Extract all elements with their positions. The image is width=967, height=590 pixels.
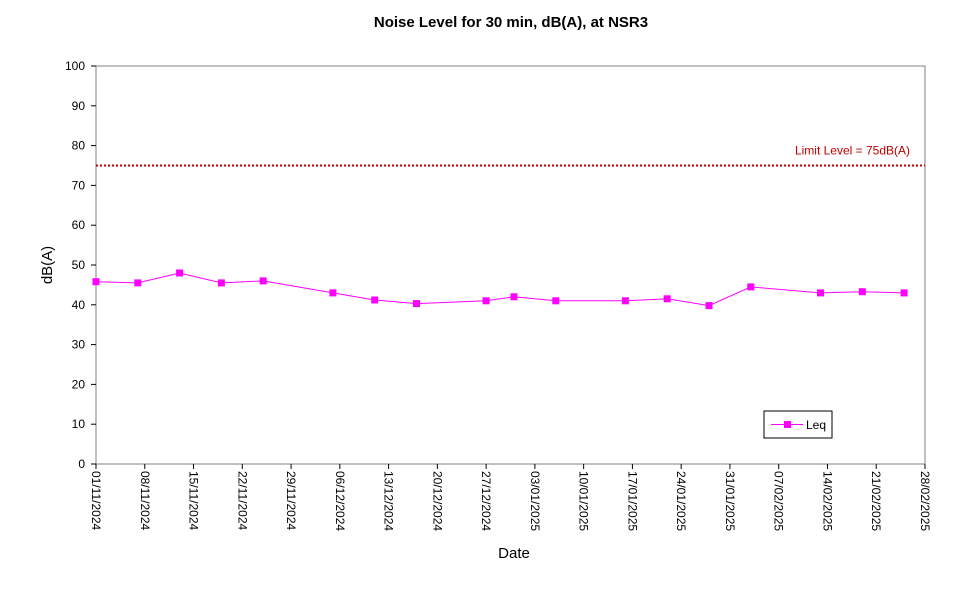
y-tick-label: 60 [72,218,86,232]
limit-line-group: Limit Level = 75dB(A) [96,144,925,167]
data-point [329,289,337,297]
y-tick-label: 20 [72,377,86,391]
x-tick-label: 28/02/2025 [918,471,932,531]
x-tick-label: 22/11/2024 [235,471,249,530]
x-tick-label: 06/12/2024 [333,471,347,531]
data-point [663,295,671,303]
y-tick-label: 40 [72,298,86,312]
y-tick-label: 90 [72,99,86,113]
data-point [747,283,755,291]
x-tick-label: 08/11/2024 [138,471,152,530]
x-tick-label: 03/01/2025 [528,471,542,531]
x-tick-label: 27/12/2024 [479,471,493,531]
y-tick-label: 10 [72,417,86,431]
data-point [371,296,379,304]
x-tick-label: 20/12/2024 [430,471,444,531]
data-point [900,289,908,297]
data-point [510,293,518,301]
data-point [176,269,184,277]
y-axis-title: dB(A) [39,246,56,284]
legend-marker-leq [784,421,791,428]
x-tick-label: 21/02/2025 [869,471,883,531]
plot-area [95,65,926,465]
x-tick-label: 14/02/2025 [820,471,834,531]
x-tick-label: 13/12/2024 [382,471,396,531]
x-axis-title: Date [498,545,530,562]
y-tick-label: 30 [72,338,86,352]
data-point [552,297,560,305]
y-tick-label: 50 [72,258,86,272]
series-line-leq [95,272,905,307]
y-tick-label: 100 [65,59,85,73]
y-axis: 0 10 20 30 40 50 60 70 80 90 100 [65,59,96,471]
data-point [482,297,490,305]
x-tick-label: 10/01/2025 [577,471,591,531]
data-point [92,278,100,286]
legend-label-leq: Leq [806,418,826,432]
x-tick-label: 31/01/2025 [723,471,737,531]
y-tick-label: 80 [72,139,86,153]
limit-label: Limit Level = 75dB(A) [795,144,910,158]
x-tick-label: 07/02/2025 [772,471,786,531]
x-tick-label: 15/11/2024 [187,471,201,530]
legend: Leq [763,410,833,439]
series-group [92,269,908,310]
data-point [817,289,824,297]
x-tick-label: 01/11/2024 [89,471,103,530]
data-point [259,277,267,285]
data-point [621,297,629,305]
x-axis: 01/11/2024 08/11/2024 15/11/2024 22/11/2024… [89,464,932,531]
x-tick-label: 17/01/2025 [625,471,639,531]
data-point [413,300,420,308]
data-point [705,302,713,310]
data-point [217,279,225,287]
y-tick-label: 0 [78,457,85,471]
x-tick-label: 29/11/2024 [284,471,298,530]
chart-title: Noise Level for 30 min, dB(A), at NSR3 [374,14,648,31]
y-tick-label: 70 [72,178,86,192]
data-point [858,288,866,296]
data-point [134,279,142,287]
x-tick-label: 24/01/2025 [674,471,688,531]
